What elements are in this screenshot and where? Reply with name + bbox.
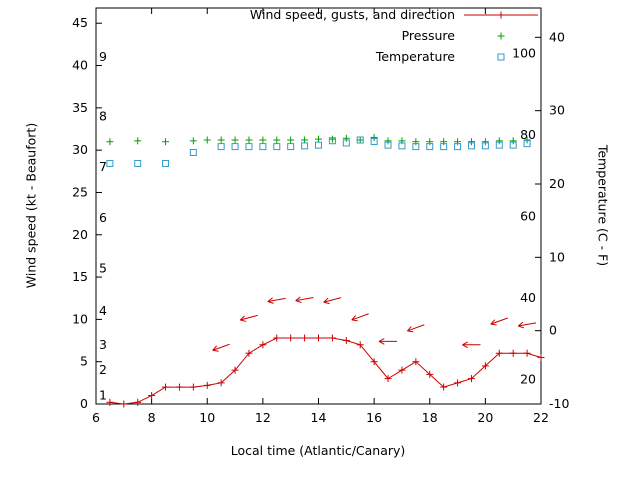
svg-text:100: 100 <box>512 46 536 61</box>
svg-text:20: 20 <box>549 176 565 191</box>
svg-text:20: 20 <box>520 372 536 387</box>
x-axis-title: Local time (Atlantic/Canary) <box>230 443 406 458</box>
svg-text:22: 22 <box>533 410 549 425</box>
svg-text:40: 40 <box>549 29 565 44</box>
svg-text:6: 6 <box>92 410 100 425</box>
svg-text:35: 35 <box>72 100 88 115</box>
svg-text:8: 8 <box>148 410 156 425</box>
svg-text:60: 60 <box>520 209 536 224</box>
svg-text:30: 30 <box>549 103 565 118</box>
legend-item-temperature: Temperature <box>96 49 455 64</box>
legend-item-pressure: Pressure <box>96 28 455 43</box>
left-axis-title: Wind speed (kt - Beaufort) <box>23 122 39 289</box>
svg-text:3: 3 <box>99 337 107 352</box>
svg-text:40: 40 <box>72 58 88 73</box>
svg-text:5: 5 <box>99 261 107 276</box>
svg-text:15: 15 <box>72 269 88 284</box>
svg-text:4: 4 <box>99 303 107 318</box>
svg-text:5: 5 <box>80 354 88 369</box>
svg-text:0: 0 <box>80 396 88 411</box>
svg-text:16: 16 <box>366 410 382 425</box>
svg-text:40: 40 <box>520 290 536 305</box>
right-axis-title: Temperature (C - F) <box>595 144 611 267</box>
svg-text:2: 2 <box>99 362 107 377</box>
legend-label-pressure: Pressure <box>401 28 455 43</box>
legend-label-temperature: Temperature <box>375 49 455 64</box>
svg-text:0: 0 <box>549 323 557 338</box>
svg-text:30: 30 <box>72 142 88 157</box>
svg-text:7: 7 <box>99 159 107 174</box>
svg-text:80: 80 <box>520 127 536 142</box>
legend-label-wind: Wind speed, gusts, and direction <box>249 7 455 22</box>
svg-text:45: 45 <box>72 15 88 30</box>
svg-text:20: 20 <box>72 227 88 242</box>
svg-text:-10: -10 <box>549 396 569 411</box>
svg-text:14: 14 <box>311 410 327 425</box>
svg-text:1: 1 <box>99 388 107 403</box>
svg-text:6: 6 <box>99 210 107 225</box>
svg-text:18: 18 <box>422 410 438 425</box>
svg-text:25: 25 <box>72 184 88 199</box>
svg-text:12: 12 <box>255 410 271 425</box>
svg-text:8: 8 <box>99 108 107 123</box>
legend-item-wind: Wind speed, gusts, and direction <box>96 7 455 22</box>
svg-text:20: 20 <box>477 410 493 425</box>
svg-text:10: 10 <box>72 311 88 326</box>
svg-text:10: 10 <box>199 410 215 425</box>
svg-text:10: 10 <box>549 249 565 264</box>
svg-text:9: 9 <box>99 49 107 64</box>
